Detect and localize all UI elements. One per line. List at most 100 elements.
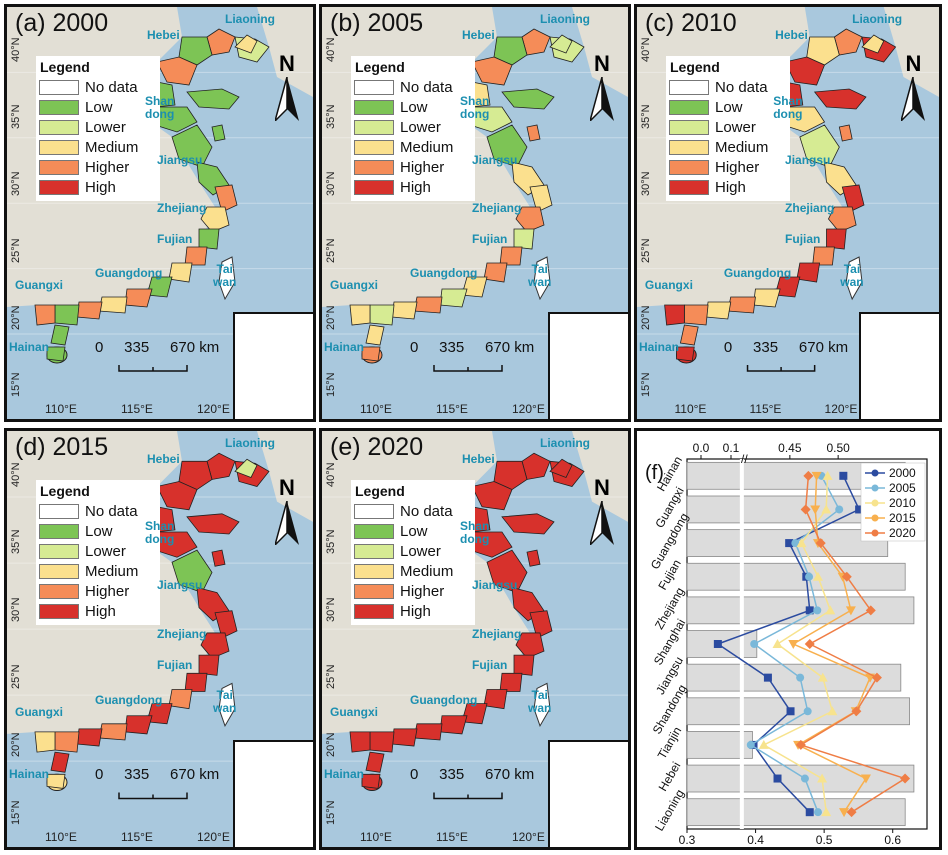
legend-label: Lower [85,542,126,560]
province-label-liaoning: Liaoning [225,12,275,26]
legend-swatch [39,119,79,135]
legend-label: Higher [400,158,445,176]
province-label-hebei: Hebei [462,28,495,42]
latitude-label: 20°N [325,732,337,758]
province-label-fujian: Fujian [472,658,508,673]
latitude-label: 30°N [10,171,22,196]
coastal-region [529,184,553,213]
marker-circle [813,808,822,817]
legend-title: Legend [355,59,405,75]
legend-label: Medium [85,562,139,580]
latitude-label: 25°N [10,238,22,263]
coastal-region [50,751,70,773]
marker-diamond [851,706,862,717]
province-label-liaoning: Liaoning [540,436,590,451]
legend-swatch [354,99,394,115]
coastal-region [349,731,371,753]
legend-label: Lower [400,118,441,136]
legend-label: Medium [400,138,454,156]
legend-label: Lower [85,118,126,136]
marker-circle [835,505,844,514]
marker-square [713,640,722,648]
marker-diamond [804,639,815,649]
coastal-region [46,346,66,362]
map-panel-2015: (d) 2015 Legend No data Low Lower Medium Highe… [4,428,316,850]
marker-square [763,673,772,682]
map-title: (b) 2005 [330,9,424,37]
map-panel-2000: (a) 2000 Legend No data Low Lower Medium Highe… [4,4,316,422]
legend-title: Legend [670,59,720,75]
bar [686,764,915,793]
legend-label: Lower [715,118,756,136]
bar [686,630,758,658]
province-label-guangdong: Guangdong [723,266,792,280]
latitude-label: 20°N [640,305,652,330]
latitude-label: 25°N [10,664,22,690]
legend-swatch [669,79,709,95]
longitude-label: 120°E [197,830,230,844]
map-panel-2010: (c) 2010 Legend No data Low Lower Medium Highe… [634,4,942,422]
province-label-guangdong: Guangdong [410,692,478,707]
coastal-region [526,549,541,567]
marker-triangle-up [812,571,823,581]
province-label-liaoning: Liaoning [540,12,590,26]
scale-bar [118,792,188,800]
legend-entry: 2005 [889,481,916,495]
coastal-region [171,124,213,168]
legend-label: High [85,178,116,196]
longitude-label: 115°E [121,830,153,844]
coastal-region [549,34,573,54]
longitude-label: 115°E [436,402,468,416]
scale-labels: 0 335 670 km [410,766,535,784]
legend-item: Medium [354,137,472,157]
legend-label: Low [400,522,428,540]
category-label: Hebei [656,759,684,793]
coastal-region [515,206,545,233]
marker-square [786,707,795,716]
legend-item: Low [354,97,472,117]
marker-diamond [795,739,806,750]
province-label-taiwan: Tai wan [213,262,237,289]
marker-triangle-up [817,672,828,682]
legend-title: Legend [355,483,405,499]
coastal-region [361,773,381,789]
coastal-region [124,715,153,735]
coastal-region [46,773,66,789]
scale-bar [433,792,503,800]
latitude-label: 15°N [325,372,337,397]
legend-label: Medium [715,138,769,156]
map-title: (c) 2010 [645,9,737,37]
coastal-region [34,731,56,753]
peninsula-land [257,431,313,522]
north-arrow-icon: N [900,51,926,126]
south-china-sea-inset [859,312,939,419]
chart-title: (f) [645,462,664,484]
province-label-guangdong: Guangdong [410,266,478,280]
legend-swatch [354,543,394,559]
province-label-hainan: Hainan [9,340,50,354]
peninsula-land [572,7,628,97]
marker-square [805,808,814,817]
province-label-hebei: Hebei [462,452,495,467]
north-arrow-icon: N [273,51,299,126]
top-tick-label: 0.0 [693,441,710,455]
coastal-region [529,610,553,639]
province-label-guangdong: Guangdong [95,692,163,707]
legend-swatch [39,543,79,559]
marker-diamond [841,571,852,582]
coastal-region [812,246,835,266]
coastal-region [483,262,508,283]
legend-swatch [39,563,79,579]
marker-diamond [865,605,876,616]
marker-diamond [803,470,814,481]
legend-item: Higher [39,157,157,177]
province-label-jiangsu: Jiangsu [157,153,203,167]
marker-triangle-down [860,774,871,784]
province-label-hebei: Hebei [147,28,180,42]
coastal-region [198,228,220,250]
province-label-zhejiang: Zhejiang [472,201,522,215]
latitude-label: 25°N [325,664,337,690]
legend-label: Low [85,98,113,116]
coastal-region [486,549,528,594]
taiwan-island [533,682,551,728]
